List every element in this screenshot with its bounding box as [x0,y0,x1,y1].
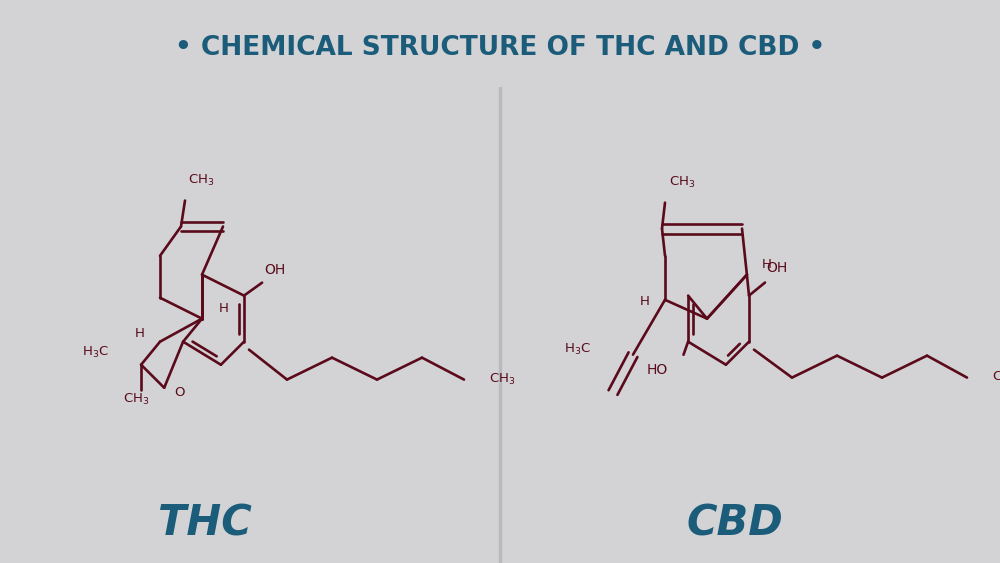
Text: O: O [174,386,184,399]
Text: CH$_3$: CH$_3$ [669,175,695,190]
Text: H: H [219,302,229,315]
Text: CH$_3$: CH$_3$ [123,392,149,407]
Text: H: H [135,327,145,340]
Text: CH$_3$: CH$_3$ [489,372,515,387]
Text: OH: OH [766,261,788,275]
Text: H: H [762,258,772,271]
Text: H$_3$C: H$_3$C [564,342,591,357]
Text: • CHEMICAL STRUCTURE OF THC AND CBD •: • CHEMICAL STRUCTURE OF THC AND CBD • [175,35,825,61]
Text: H$_3$C: H$_3$C [82,345,109,360]
Text: HO: HO [646,363,668,377]
Text: OH: OH [264,263,286,276]
Text: CBD: CBD [687,502,783,544]
Text: CH$_3$: CH$_3$ [188,173,214,188]
Text: CH$_3$: CH$_3$ [992,370,1000,385]
Text: H: H [640,296,650,309]
Text: THC: THC [158,502,252,544]
